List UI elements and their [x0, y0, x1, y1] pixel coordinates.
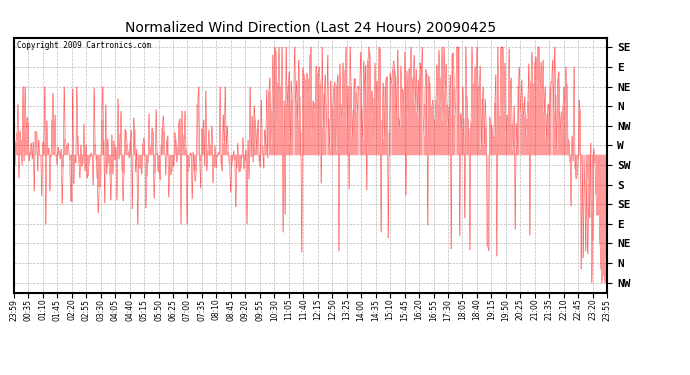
Text: Copyright 2009 Cartronics.com: Copyright 2009 Cartronics.com	[17, 41, 151, 50]
Title: Normalized Wind Direction (Last 24 Hours) 20090425: Normalized Wind Direction (Last 24 Hours…	[125, 21, 496, 35]
